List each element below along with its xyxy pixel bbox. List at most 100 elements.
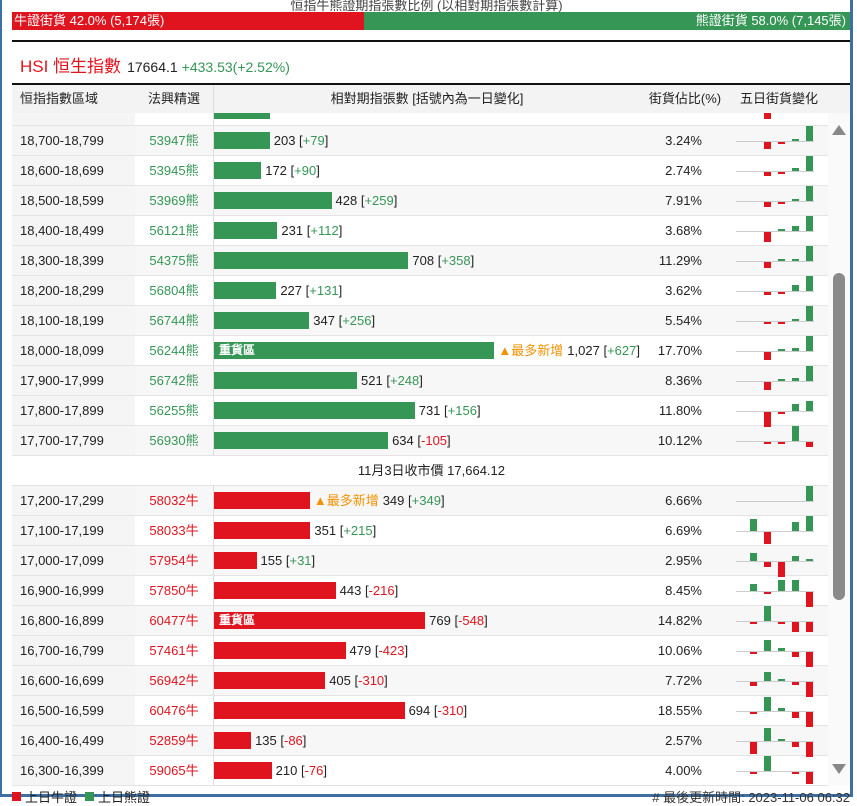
contracts-value: 708 [+358] [412, 246, 474, 275]
bracket: ] [476, 403, 481, 418]
contracts-bar [214, 522, 311, 539]
daily-change: -423 [378, 643, 405, 658]
contracts-bar: 重貨區 [214, 342, 495, 359]
contracts-bar [214, 702, 405, 719]
contracts-cell: 172 [+90] [213, 156, 640, 185]
warrant-code-link[interactable]: 52859牛 [135, 726, 213, 755]
contracts-value: 155 [+31] [261, 546, 316, 575]
sparkline-bar [778, 292, 785, 294]
five-day-sparkline [730, 576, 828, 607]
five-day-sparkline [730, 156, 828, 185]
warrant-code-link[interactable]: 54375熊 [135, 246, 213, 275]
bracket: ] [338, 223, 343, 238]
five-day-cell [730, 756, 828, 785]
contracts-cell: 731 [+156] [213, 396, 640, 425]
sparkline-baseline [736, 231, 814, 232]
range-cell: 18,300-18,399 [12, 246, 135, 275]
sparkline-baseline [736, 291, 814, 292]
table-row: 18,400-18,499 56121熊 231 [+112] 3.68% [12, 216, 828, 246]
warrant-code-link[interactable]: 57461牛 [149, 643, 199, 658]
warrant-code-link[interactable]: 56255熊 [149, 403, 199, 418]
contracts-bar [214, 222, 278, 239]
contracts-value: 443 [-216] [340, 576, 399, 605]
contracts-bar [214, 282, 277, 299]
warrant-code-link[interactable]: 56244熊 [149, 343, 199, 358]
sparkline-bar [806, 246, 813, 261]
contracts-number: 172 [265, 163, 287, 178]
daily-change: +358 [441, 253, 471, 268]
sparkline-bar [792, 377, 799, 381]
warrant-code-link[interactable]: 53969熊 [135, 186, 213, 215]
bracket: [ [404, 493, 412, 508]
share-cell: 10.12% [640, 426, 730, 455]
warrant-code-link[interactable]: 58032牛 [135, 486, 213, 515]
contracts-bar [214, 492, 310, 509]
index-price: 17664.1 [127, 59, 178, 75]
five-day-cell [730, 396, 828, 427]
warrant-code-link[interactable]: 53945熊 [149, 163, 199, 178]
scrollbar[interactable] [828, 113, 850, 786]
warrant-code-link[interactable]: 56930熊 [135, 426, 213, 455]
sparkline-bar [792, 652, 799, 657]
warrant-code-link[interactable]: 53947熊 [135, 126, 213, 155]
sparkline-bar [764, 532, 771, 544]
share-cell [640, 113, 730, 125]
sparkline-bar [792, 138, 799, 141]
scroll-down-icon[interactable] [832, 764, 846, 774]
bracket: ] [404, 643, 409, 658]
header-share: 街貨佔比(%) [648, 91, 722, 106]
warrant-code-link[interactable]: 60477牛 [135, 606, 213, 635]
contracts-number: 479 [349, 643, 372, 658]
warrant-code-link[interactable]: 57850牛 [149, 583, 199, 598]
five-day-cell [730, 186, 828, 215]
bracket: [ [430, 703, 438, 718]
sparkline-bar [792, 622, 799, 633]
scroll-thumb[interactable] [833, 273, 845, 600]
table-row: 17,000-17,099 57954牛 155 [+31] 2.95% [12, 546, 828, 577]
warrant-code-link[interactable]: 56744熊 [135, 306, 213, 335]
footer: 上日牛證 上日熊證 # 最後更新時間: 2023-11-06 06:32 [12, 787, 850, 806]
contracts-number: 203 [273, 133, 296, 148]
warrant-code-link[interactable]: 56804熊 [149, 283, 199, 298]
sparkline-bar [778, 679, 785, 681]
range-cell: 16,300-16,399 [12, 756, 135, 785]
table-row: 18,000-18,099 56244熊 重貨區 ▲最多新增 1,027 [+627] 1… [12, 336, 828, 366]
scroll-up-icon[interactable] [832, 125, 846, 135]
range-cell: 18,600-18,699 [12, 156, 135, 185]
sparkline-bar [764, 412, 771, 427]
table-row: 16,500-16,599 60476牛 694 [-310] 18.55% [12, 696, 828, 727]
bracket: ] [323, 763, 328, 778]
sparkline-bar [792, 772, 799, 775]
sparkline-baseline [736, 141, 814, 142]
contracts-cell: 521 [+248] [213, 366, 640, 395]
warrant-code-link[interactable]: 56942牛 [135, 666, 213, 695]
warrant-code-link[interactable]: 59065牛 [149, 763, 199, 778]
contracts-bar [214, 113, 270, 119]
warrant-code-link[interactable]: 56121熊 [149, 223, 199, 238]
warrant-code-link[interactable]: 58033牛 [149, 523, 199, 538]
warrant-code-link[interactable]: 60476牛 [149, 703, 199, 718]
share-cell: 11.80% [658, 403, 702, 418]
five-day-sparkline [730, 696, 828, 727]
warrant-code-link[interactable]: 56742熊 [135, 366, 213, 395]
sparkline-bar [764, 382, 771, 391]
sparkline-bar [778, 708, 785, 711]
contracts-bar [214, 642, 346, 659]
table-row [12, 113, 828, 126]
five-day-sparkline [730, 306, 828, 335]
warrant-code-link[interactable]: 57954牛 [135, 546, 213, 575]
bracket: [ [357, 193, 365, 208]
share-cell: 5.54% [640, 306, 730, 335]
five-day-sparkline [730, 216, 828, 245]
daily-change: +215 [343, 523, 373, 538]
sparkline-bar [764, 562, 771, 568]
warrant-code-link[interactable] [135, 113, 213, 125]
table-row: 17,800-17,899 56255熊 731 [+156] 11.80% [12, 396, 828, 427]
sparkline-bar [792, 258, 799, 261]
bracket: ] [311, 553, 316, 568]
sparkline-baseline [736, 591, 814, 592]
bracket: ] [419, 373, 423, 388]
sparkline-bar [806, 306, 813, 321]
bracket: ] [338, 283, 343, 298]
